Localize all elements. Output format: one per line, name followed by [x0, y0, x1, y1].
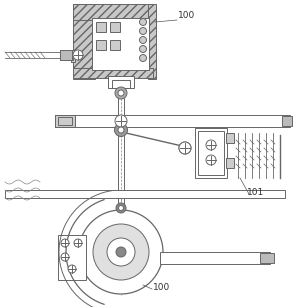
Circle shape	[140, 55, 147, 61]
Bar	[195, 128, 227, 178]
Circle shape	[119, 205, 124, 211]
Bar	[60, 50, 72, 60]
Circle shape	[79, 210, 163, 294]
Bar	[58, 235, 86, 280]
Circle shape	[116, 247, 126, 257]
Circle shape	[93, 224, 149, 280]
Circle shape	[115, 115, 127, 127]
Text: 101: 101	[247, 188, 264, 197]
Circle shape	[73, 50, 83, 60]
Circle shape	[179, 142, 191, 154]
Bar	[148, 4, 156, 79]
Bar	[67, 52, 73, 60]
Circle shape	[140, 37, 147, 44]
Bar	[108, 76, 134, 88]
Circle shape	[115, 123, 128, 137]
Bar	[73, 4, 95, 79]
Circle shape	[140, 45, 147, 52]
Bar	[58, 117, 72, 125]
Bar	[55, 115, 75, 127]
Bar	[96, 22, 106, 32]
Circle shape	[61, 253, 69, 261]
Bar	[260, 253, 274, 263]
Bar	[71, 50, 75, 62]
Circle shape	[74, 239, 82, 247]
Circle shape	[115, 87, 127, 99]
Circle shape	[68, 265, 76, 273]
Circle shape	[206, 155, 216, 165]
Bar	[110, 22, 120, 32]
Bar	[55, 115, 290, 127]
Bar	[96, 40, 106, 50]
Bar	[226, 158, 234, 168]
Bar	[160, 252, 270, 264]
Bar	[198, 131, 224, 175]
Circle shape	[116, 203, 126, 213]
Bar	[73, 68, 153, 78]
Circle shape	[118, 90, 124, 96]
Circle shape	[107, 238, 135, 266]
Circle shape	[206, 140, 216, 150]
Bar	[92, 18, 149, 70]
Bar	[5, 190, 285, 198]
Bar	[112, 80, 130, 88]
Circle shape	[179, 142, 191, 154]
Bar	[282, 116, 292, 126]
Circle shape	[61, 239, 69, 247]
Text: 100: 100	[153, 283, 170, 292]
Circle shape	[118, 127, 124, 133]
Bar	[110, 40, 120, 50]
Bar	[226, 133, 234, 143]
Text: 100: 100	[178, 11, 195, 20]
Bar	[73, 4, 153, 20]
Circle shape	[140, 18, 147, 25]
Circle shape	[140, 28, 147, 34]
